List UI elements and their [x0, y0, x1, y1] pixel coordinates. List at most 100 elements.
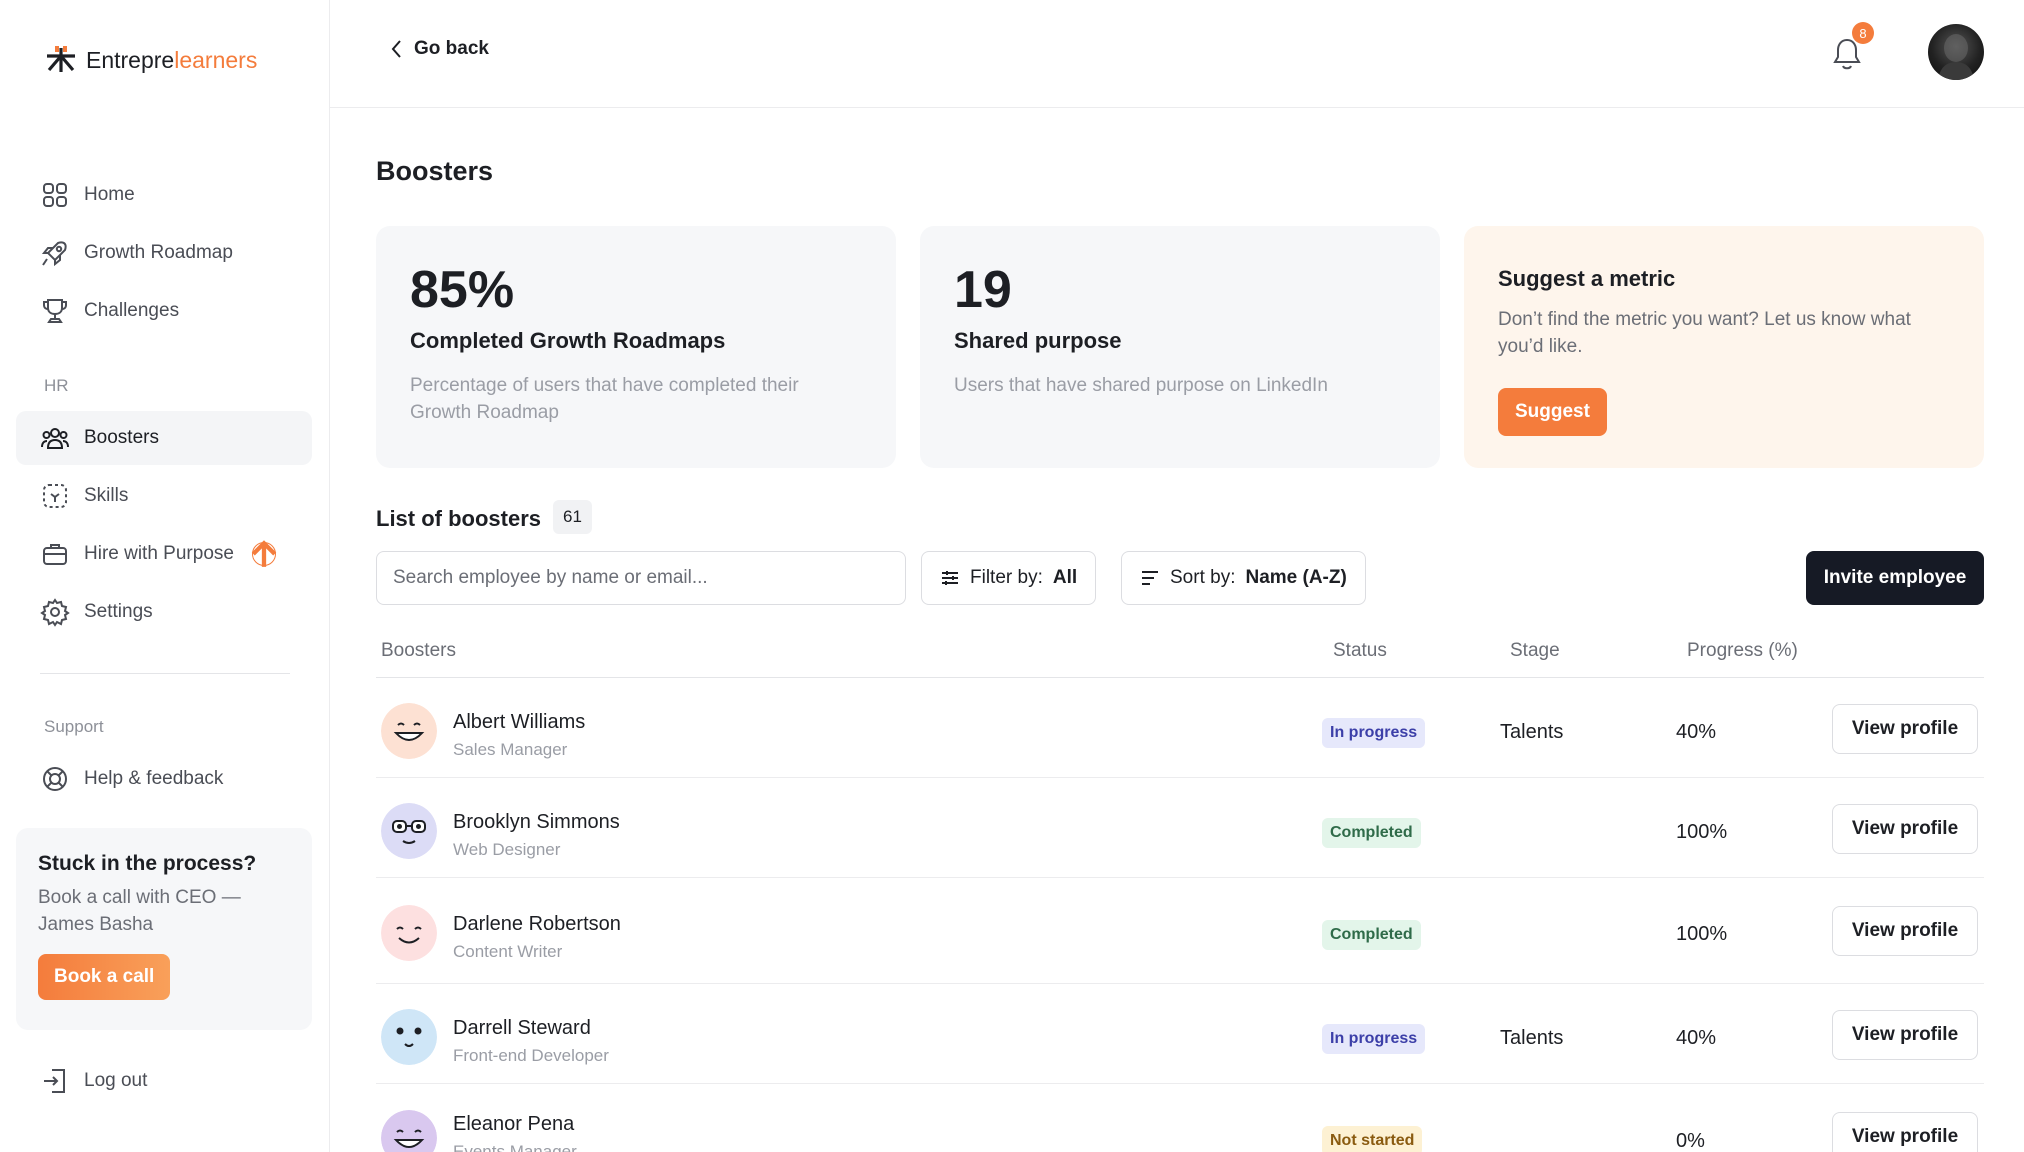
- upgrade-arrow-icon: [251, 540, 277, 567]
- rocket-icon: [41, 241, 67, 267]
- column-header-status[interactable]: Status: [1333, 640, 1387, 661]
- book-call-card: Stuck in the process? Book a call with C…: [16, 828, 312, 1030]
- view-profile-button[interactable]: View profile: [1832, 1010, 1978, 1060]
- sidebar-item-settings[interactable]: Settings: [16, 585, 312, 639]
- metric-title: Shared purpose: [954, 328, 1122, 353]
- table-row[interactable]: Brooklyn Simmons Web Designer Completed …: [376, 778, 1984, 878]
- trophy-icon: [43, 299, 67, 323]
- sidebar-item-label: Challenges: [84, 300, 180, 321]
- table-row[interactable]: Eleanor Pena Events Manager Not started …: [376, 1084, 1984, 1152]
- sidebar-item-label: Home: [84, 184, 135, 205]
- sort-lines-icon: [1142, 571, 1158, 585]
- sidebar-item-skills[interactable]: Skills: [16, 469, 312, 523]
- metric-description: Percentage of users that have completed …: [410, 375, 799, 423]
- gear-icon: [40, 598, 70, 627]
- column-header-boosters[interactable]: Boosters: [381, 640, 456, 661]
- status-badge: Not started: [1322, 1126, 1423, 1152]
- filter-label: Filter by:: [970, 567, 1043, 588]
- progress-value: 100%: [1676, 821, 1728, 843]
- sidebar-item-label: Hire with Purpose: [84, 543, 234, 564]
- go-back-link[interactable]: Go back: [390, 38, 489, 60]
- sidebar-item-label: Settings: [84, 601, 153, 622]
- grid-icon: [43, 183, 67, 207]
- progress-value: 100%: [1676, 923, 1728, 945]
- sidebar: Entreprelearners Home Growth Roadmap Cha…: [0, 0, 330, 1152]
- stage-value: Talents: [1500, 721, 1564, 743]
- book-call-button[interactable]: Book a call: [38, 954, 171, 1000]
- users-icon: [41, 428, 69, 449]
- page-title: Boosters: [376, 156, 494, 186]
- metric-card-shared-purpose: 19 Shared purpose Users that have shared…: [920, 226, 1440, 468]
- view-profile-button[interactable]: View profile: [1832, 804, 1978, 854]
- booster-name: Eleanor Pena: [453, 1113, 575, 1135]
- chevron-left-icon: [391, 40, 401, 58]
- booster-name: Albert Williams: [453, 711, 586, 733]
- progress-value: 0%: [1676, 1130, 1705, 1152]
- booster-name: Darrell Steward: [453, 1017, 591, 1039]
- booster-name: Brooklyn Simmons: [453, 811, 620, 833]
- avatar-photo-icon: [1938, 34, 1974, 80]
- metric-title: Completed Growth Roadmaps: [410, 328, 726, 353]
- booster-role: Content Writer: [453, 942, 563, 961]
- table-row[interactable]: Albert Williams Sales Manager In progres…: [376, 678, 1984, 778]
- table-row[interactable]: Darlene Robertson Content Writer Complet…: [376, 880, 1984, 984]
- sidebar-item-help-feedback[interactable]: Help & feedback: [16, 752, 312, 806]
- sort-label: Sort by:: [1170, 567, 1236, 588]
- column-header-progress[interactable]: Progress (%): [1687, 640, 1798, 661]
- logout-label: Log out: [84, 1070, 148, 1091]
- book-call-title: Stuck in the process?: [38, 852, 257, 875]
- go-back-label: Go back: [414, 38, 489, 59]
- view-profile-button[interactable]: View profile: [1832, 704, 1978, 754]
- notification-badge: 8: [1852, 22, 1874, 44]
- status-badge: Completed: [1322, 920, 1421, 950]
- sidebar-item-challenges[interactable]: Challenges: [16, 284, 312, 338]
- sidebar-divider: [40, 673, 290, 674]
- filter-value: All: [1052, 567, 1078, 588]
- logout-button[interactable]: Log out: [16, 1054, 312, 1108]
- filter-button[interactable]: Filter by: All: [921, 551, 1097, 605]
- table-row[interactable]: Darrell Steward Front-end Developer In p…: [376, 984, 1984, 1084]
- section-label-hr: HR: [44, 376, 69, 395]
- brand-name-part1: Entrepre: [86, 46, 175, 73]
- booster-role: Front-end Developer: [453, 1046, 609, 1065]
- emoji-avatar-icon: [381, 803, 437, 859]
- sidebar-item-label: Growth Roadmap: [84, 242, 233, 263]
- emoji-avatar-icon: [381, 1110, 437, 1152]
- metric-description: Users that have shared purpose on Linked…: [954, 375, 1328, 396]
- sliders-icon: [942, 571, 958, 585]
- brand-logo[interactable]: Entreprelearners: [44, 46, 257, 74]
- user-avatar[interactable]: [1928, 24, 1984, 80]
- list-title: List of boosters: [376, 506, 542, 531]
- progress-value: 40%: [1676, 721, 1717, 743]
- booster-name: Darlene Robertson: [453, 913, 621, 935]
- sidebar-item-growth-roadmap[interactable]: Growth Roadmap: [16, 226, 312, 280]
- section-label-support: Support: [44, 717, 104, 736]
- search-input[interactable]: [376, 551, 906, 605]
- metric-value: 19: [954, 261, 1012, 319]
- status-badge: Completed: [1322, 818, 1421, 848]
- suggest-metric-card: Suggest a metric Don’t find the metric y…: [1464, 226, 1984, 468]
- booster-role: Web Designer: [453, 840, 561, 859]
- sort-button[interactable]: Sort by: Name (A-Z): [1121, 551, 1366, 605]
- emoji-avatar-icon: [381, 1009, 437, 1065]
- bell-icon[interactable]: [1830, 36, 1864, 72]
- sidebar-item-home[interactable]: Home: [16, 168, 312, 222]
- top-bar: Go back 8: [330, 0, 2024, 108]
- metric-card-growth-roadmaps: 85% Completed Growth Roadmaps Percentage…: [376, 226, 896, 468]
- book-call-text: Book a call with CEO — James Basha: [38, 887, 241, 935]
- status-badge: In progress: [1322, 718, 1426, 748]
- brand-mark-icon: [47, 46, 75, 72]
- emoji-avatar-icon: [381, 703, 437, 759]
- view-profile-button[interactable]: View profile: [1832, 1112, 1978, 1152]
- suggest-button[interactable]: Suggest: [1498, 388, 1607, 436]
- invite-employee-button[interactable]: Invite employee: [1806, 551, 1984, 605]
- column-header-stage[interactable]: Stage: [1510, 640, 1560, 661]
- sidebar-item-label: Skills: [84, 485, 129, 506]
- sidebar-item-hire-with-purpose[interactable]: Hire with Purpose: [16, 527, 312, 581]
- view-profile-button[interactable]: View profile: [1832, 906, 1978, 956]
- briefcase-icon: [43, 544, 67, 565]
- progress-value: 40%: [1676, 1027, 1717, 1049]
- sidebar-item-label: Help & feedback: [84, 768, 224, 789]
- list-count-badge: 61: [553, 500, 592, 534]
- sidebar-item-boosters[interactable]: Boosters: [16, 411, 312, 465]
